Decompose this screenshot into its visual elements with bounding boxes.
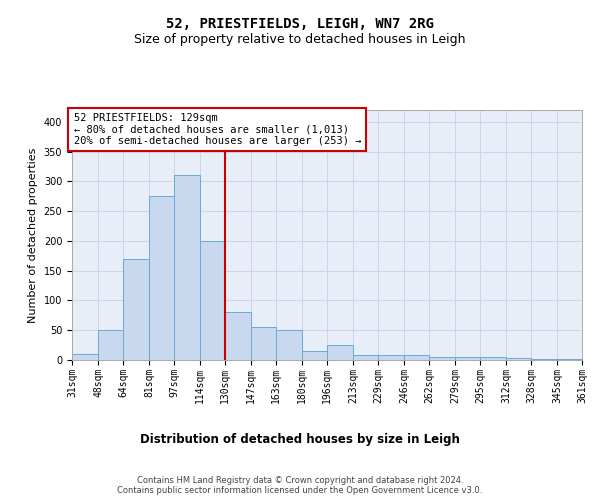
Bar — [404, 355, 429, 360]
Bar — [276, 330, 302, 360]
Bar — [149, 196, 174, 360]
Text: 52 PRIESTFIELDS: 129sqm
← 80% of detached houses are smaller (1,013)
20% of semi: 52 PRIESTFIELDS: 129sqm ← 80% of detache… — [74, 113, 361, 146]
Bar — [302, 351, 327, 360]
Text: 52, PRIESTFIELDS, LEIGH, WN7 2RG: 52, PRIESTFIELDS, LEIGH, WN7 2RG — [166, 18, 434, 32]
Bar — [174, 176, 200, 360]
Text: Size of property relative to detached houses in Leigh: Size of property relative to detached ho… — [134, 32, 466, 46]
Bar — [531, 359, 557, 360]
Bar — [327, 345, 353, 360]
Y-axis label: Number of detached properties: Number of detached properties — [28, 148, 38, 322]
Bar — [123, 259, 149, 360]
Bar — [429, 357, 455, 360]
Text: Contains HM Land Registry data © Crown copyright and database right 2024.
Contai: Contains HM Land Registry data © Crown c… — [118, 476, 482, 495]
Bar — [98, 330, 123, 360]
Bar — [72, 354, 98, 360]
Bar — [506, 358, 531, 360]
Bar — [557, 359, 582, 360]
Bar — [455, 357, 480, 360]
Bar — [200, 241, 225, 360]
Text: Distribution of detached houses by size in Leigh: Distribution of detached houses by size … — [140, 432, 460, 446]
Bar — [353, 355, 378, 360]
Bar — [251, 328, 276, 360]
Bar — [225, 312, 251, 360]
Bar — [480, 357, 506, 360]
Bar — [378, 355, 404, 360]
